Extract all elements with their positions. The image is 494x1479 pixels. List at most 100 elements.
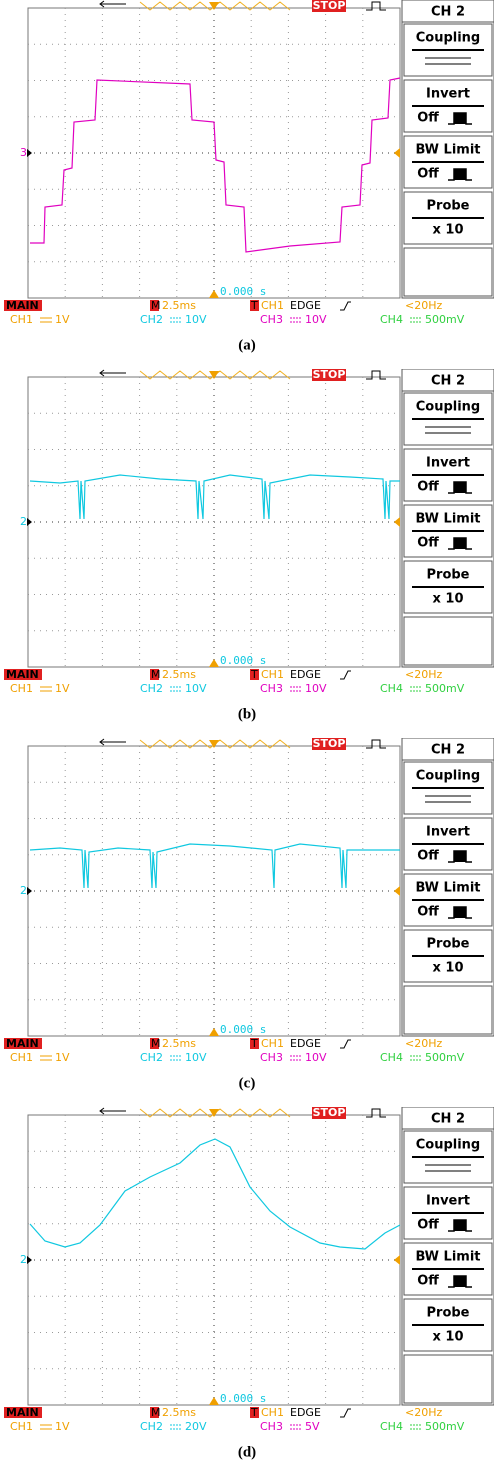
time-offset: 0.000 s: [220, 1023, 266, 1036]
channel-name: CH2: [140, 682, 163, 695]
menu-value: Off: [417, 480, 439, 495]
coupling-icon: [290, 318, 302, 322]
menu-label: BW Limit: [415, 143, 480, 158]
menu-label: Invert: [426, 87, 470, 102]
channel-marker: 2: [20, 1253, 27, 1266]
channel-scale: 1V: [55, 1051, 70, 1064]
status: STOP: [313, 369, 346, 381]
coupling-icon: [170, 1056, 182, 1060]
trigger-source: CH1: [261, 668, 284, 681]
scope-panel: STOP30.000 sCH 2CouplingInvertOffBW Limi…: [0, 0, 494, 369]
timebase: 2.5ms: [162, 299, 196, 312]
channel-name: CH3: [260, 682, 283, 695]
trigger-icon: T: [250, 1406, 258, 1419]
usb-icon: [100, 739, 126, 745]
channel-name: CH1: [10, 1051, 33, 1064]
channel-name: CH3: [260, 1420, 283, 1433]
menu-value: Off: [417, 905, 439, 920]
coupling-icon: [40, 1425, 52, 1429]
coupling-icon: [170, 687, 182, 691]
channel-scale: 500mV: [425, 682, 465, 695]
channel-scale: 10V: [305, 1051, 327, 1064]
trigger-icon: T: [250, 668, 258, 681]
trigger-type: EDGE: [290, 299, 321, 312]
menu-label: BW Limit: [415, 1250, 480, 1265]
caption: (a): [238, 337, 256, 353]
edge-icon: [340, 671, 351, 679]
usb-icon: [100, 370, 126, 376]
channel-name: CH1: [10, 682, 33, 695]
coupling-icon: [410, 1425, 422, 1429]
time-offset: 0.000 s: [220, 1392, 266, 1405]
trigger-type: EDGE: [290, 1406, 321, 1419]
menu-value: Off: [417, 1274, 439, 1289]
channel-scale: 10V: [185, 1051, 207, 1064]
mode: MAIN: [6, 1037, 39, 1050]
trigger-icon: T: [250, 299, 258, 312]
usb-icon: [100, 1108, 126, 1114]
trigger-source: CH1: [261, 1406, 284, 1419]
usb-icon: [100, 1, 126, 7]
timebase-icon: M: [151, 1037, 161, 1050]
channel-scale: 10V: [185, 682, 207, 695]
menu-channel: CH 2: [431, 5, 465, 20]
coupling-icon: [290, 1056, 302, 1060]
caption: (d): [238, 1444, 256, 1460]
timebase: 2.5ms: [162, 668, 196, 681]
menu-label: Probe: [427, 568, 470, 583]
coupling-icon: [170, 318, 182, 322]
channel-name: CH4: [380, 313, 403, 326]
menu-label: Invert: [426, 1194, 470, 1209]
timebase: 2.5ms: [162, 1406, 196, 1419]
coupling-icon: [40, 318, 52, 322]
coupling-icon: [40, 687, 52, 691]
coupling-icon: [410, 318, 422, 322]
frequency: <20Hz: [405, 1037, 442, 1050]
channel-scale: 10V: [305, 313, 327, 326]
coupling-icon: [290, 687, 302, 691]
channel-marker: 2: [20, 884, 27, 897]
trigger-icon: T: [250, 1037, 258, 1050]
trigger-source: CH1: [261, 1037, 284, 1050]
edge-icon: [340, 1040, 351, 1048]
channel-scale: 5V: [305, 1420, 320, 1433]
channel-scale: 500mV: [425, 1420, 465, 1433]
menu-label: Coupling: [416, 31, 481, 46]
channel-marker: 2: [20, 515, 27, 528]
menu-label: Probe: [427, 937, 470, 952]
channel-name: CH1: [10, 1420, 33, 1433]
menu-box: [404, 1355, 492, 1403]
channel-name: CH4: [380, 1420, 403, 1433]
menu-label: Coupling: [416, 769, 481, 784]
menu-value: Off: [417, 1218, 439, 1233]
caption: (c): [239, 1075, 256, 1091]
edge-icon: [340, 302, 351, 310]
trigger-source: CH1: [261, 299, 284, 312]
trigger-type: EDGE: [290, 668, 321, 681]
caption: (b): [238, 706, 256, 722]
channel-name: CH3: [260, 1051, 283, 1064]
menu-value: x 10: [432, 592, 463, 607]
menu-value: x 10: [432, 961, 463, 976]
menu-label: Probe: [427, 199, 470, 214]
coupling-icon: [410, 687, 422, 691]
menu-label: Invert: [426, 456, 470, 471]
menu-value: Off: [417, 849, 439, 864]
channel-marker: 3: [20, 146, 27, 159]
timebase-icon: M: [151, 299, 161, 312]
channel-scale: 1V: [55, 313, 70, 326]
edge-icon: [340, 1409, 351, 1417]
menu-label: Coupling: [416, 1138, 481, 1153]
mode: MAIN: [6, 668, 39, 681]
menu-channel: CH 2: [431, 1112, 465, 1127]
coupling-icon: [170, 1425, 182, 1429]
channel-name: CH2: [140, 1051, 163, 1064]
menu-channel: CH 2: [431, 374, 465, 389]
channel-name: CH4: [380, 682, 403, 695]
mode: MAIN: [6, 1406, 39, 1419]
coupling-icon: [40, 1056, 52, 1060]
menu-value: Off: [417, 167, 439, 182]
menu-value: x 10: [432, 223, 463, 238]
menu-label: Invert: [426, 825, 470, 840]
